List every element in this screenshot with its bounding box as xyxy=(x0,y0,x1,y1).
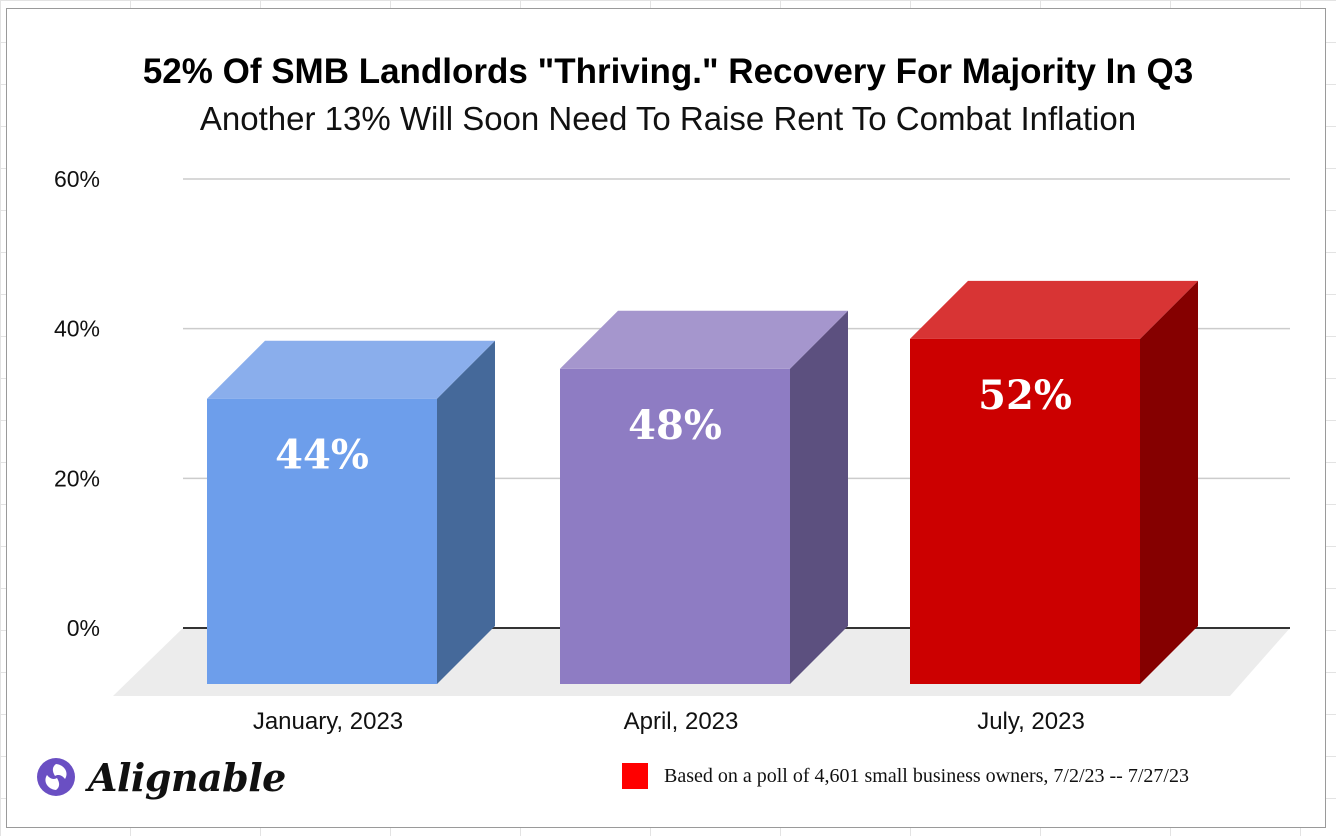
y-tick-label: 40% xyxy=(54,316,100,342)
bar xyxy=(560,368,790,684)
y-tick-label: 60% xyxy=(54,166,100,192)
brand-logo: Alignable xyxy=(34,752,286,802)
bar-top xyxy=(560,310,848,369)
data-label: 48% xyxy=(628,402,722,449)
bar xyxy=(207,398,437,684)
bar-top xyxy=(910,280,1198,339)
chart-subtitle: Another 13% Will Soon Need To Raise Rent… xyxy=(199,100,1137,137)
y-tick-label: 0% xyxy=(67,615,100,641)
bar-side xyxy=(790,310,848,684)
bar-side xyxy=(1140,280,1198,684)
bar-top xyxy=(207,340,495,399)
footnote-text: Based on a poll of 4,601 small business … xyxy=(664,764,1189,787)
brand-name: Alignable xyxy=(88,754,286,800)
data-label: 44% xyxy=(275,432,369,479)
chart-footnote: Based on a poll of 4,601 small business … xyxy=(622,763,1189,789)
footnote-swatch xyxy=(622,763,648,789)
x-tick-label: April, 2023 xyxy=(624,708,739,735)
x-tick-label: January, 2023 xyxy=(253,708,403,735)
chart-title: 52% Of SMB Landlords "Thriving." Recover… xyxy=(142,52,1194,91)
alignable-logo-icon xyxy=(37,758,75,796)
data-label: 52% xyxy=(978,372,1072,419)
bar-side xyxy=(437,340,495,684)
x-tick-label: July, 2023 xyxy=(977,708,1085,735)
y-tick-label: 20% xyxy=(54,465,100,491)
bar xyxy=(910,338,1140,684)
